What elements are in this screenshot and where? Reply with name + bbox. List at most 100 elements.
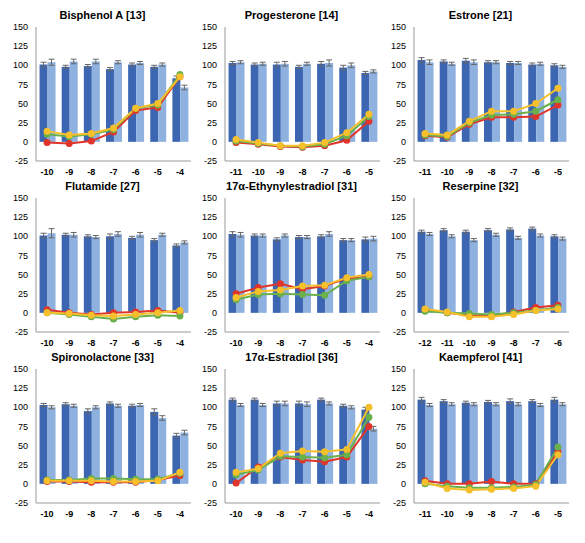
svg-text:-6: -6 [132,167,140,177]
svg-text:-5: -5 [154,509,162,519]
svg-text:-5: -5 [343,509,351,519]
svg-text:-8: -8 [510,338,518,348]
svg-text:150: 150 [13,194,28,203]
svg-text:75: 75 [207,80,217,90]
svg-text:125: 125 [202,383,217,393]
svg-text:25: 25 [18,289,28,299]
svg-text:0: 0 [212,479,217,489]
svg-text:-5: -5 [343,338,351,348]
svg-text:-25: -25 [204,498,217,508]
svg-text:-25: -25 [204,327,217,337]
svg-text:-10: -10 [441,167,454,177]
svg-text:150: 150 [13,365,28,374]
svg-text:-7: -7 [510,509,518,519]
svg-text:-8: -8 [487,167,495,177]
svg-text:-4: -4 [176,338,184,348]
svg-text:-25: -25 [15,327,28,337]
svg-text:-4: -4 [176,167,184,177]
svg-text:0: 0 [23,137,28,147]
svg-text:-10: -10 [252,167,265,177]
svg-text:-8: -8 [276,338,284,348]
svg-text:-7: -7 [109,167,117,177]
svg-text:-7: -7 [109,509,117,519]
svg-text:125: 125 [391,383,406,393]
svg-text:50: 50 [396,99,406,109]
svg-text:-8: -8 [487,509,495,519]
svg-text:75: 75 [207,422,217,432]
svg-text:-9: -9 [465,509,473,519]
svg-text:-9: -9 [487,338,495,348]
svg-text:125: 125 [13,383,28,393]
svg-text:-7: -7 [510,167,518,177]
svg-text:-4: -4 [176,509,184,519]
svg-text:125: 125 [391,212,406,222]
svg-text:-6: -6 [132,338,140,348]
svg-text:50: 50 [18,441,28,451]
svg-text:-9: -9 [254,338,262,348]
svg-text:-10: -10 [41,338,54,348]
svg-text:100: 100 [391,402,406,412]
svg-text:100: 100 [202,402,217,412]
svg-text:100: 100 [391,60,406,70]
svg-text:150: 150 [13,23,28,32]
svg-text:25: 25 [396,460,406,470]
svg-text:-10: -10 [441,509,454,519]
svg-text:150: 150 [202,23,217,32]
svg-text:-25: -25 [393,498,406,508]
svg-text:50: 50 [18,270,28,280]
svg-text:-10: -10 [41,509,54,519]
svg-text:25: 25 [396,118,406,128]
svg-text:-9: -9 [254,509,262,519]
svg-text:100: 100 [202,231,217,241]
svg-text:75: 75 [396,422,406,432]
svg-text:-10: -10 [463,338,476,348]
svg-text:75: 75 [207,251,217,261]
svg-text:-10: -10 [230,509,243,519]
svg-text:-6: -6 [321,509,329,519]
svg-text:-5: -5 [554,509,562,519]
svg-text:-11: -11 [230,167,243,177]
svg-text:-8: -8 [87,167,95,177]
svg-text:75: 75 [396,251,406,261]
svg-text:50: 50 [207,270,217,280]
svg-text:50: 50 [207,441,217,451]
svg-text:-7: -7 [321,167,329,177]
svg-text:0: 0 [212,137,217,147]
svg-text:25: 25 [18,460,28,470]
svg-text:-11: -11 [441,338,454,348]
svg-text:0: 0 [212,308,217,318]
svg-text:-5: -5 [154,338,162,348]
svg-text:150: 150 [202,365,217,374]
svg-text:0: 0 [401,479,406,489]
svg-text:50: 50 [18,99,28,109]
svg-text:-6: -6 [321,338,329,348]
svg-text:-11: -11 [419,509,432,519]
svg-text:-9: -9 [276,167,284,177]
svg-text:100: 100 [13,402,28,412]
svg-text:-5: -5 [554,167,562,177]
svg-text:-9: -9 [65,509,73,519]
svg-text:125: 125 [202,41,217,51]
svg-text:150: 150 [391,194,406,203]
svg-text:125: 125 [13,41,28,51]
svg-text:-9: -9 [465,167,473,177]
svg-text:-12: -12 [419,338,432,348]
svg-text:0: 0 [401,137,406,147]
svg-text:0: 0 [401,308,406,318]
svg-text:-5: -5 [154,167,162,177]
svg-text:-4: -4 [365,509,373,519]
svg-text:-6: -6 [532,509,540,519]
svg-text:-8: -8 [87,509,95,519]
svg-text:-6: -6 [343,167,351,177]
svg-text:-25: -25 [204,156,217,166]
svg-text:125: 125 [391,41,406,51]
svg-text:-8: -8 [298,167,306,177]
svg-text:100: 100 [202,60,217,70]
svg-text:0: 0 [23,479,28,489]
svg-text:-7: -7 [298,338,306,348]
svg-text:25: 25 [207,460,217,470]
svg-text:150: 150 [202,194,217,203]
svg-text:25: 25 [396,289,406,299]
svg-text:-9: -9 [65,338,73,348]
svg-text:-4: -4 [365,338,373,348]
